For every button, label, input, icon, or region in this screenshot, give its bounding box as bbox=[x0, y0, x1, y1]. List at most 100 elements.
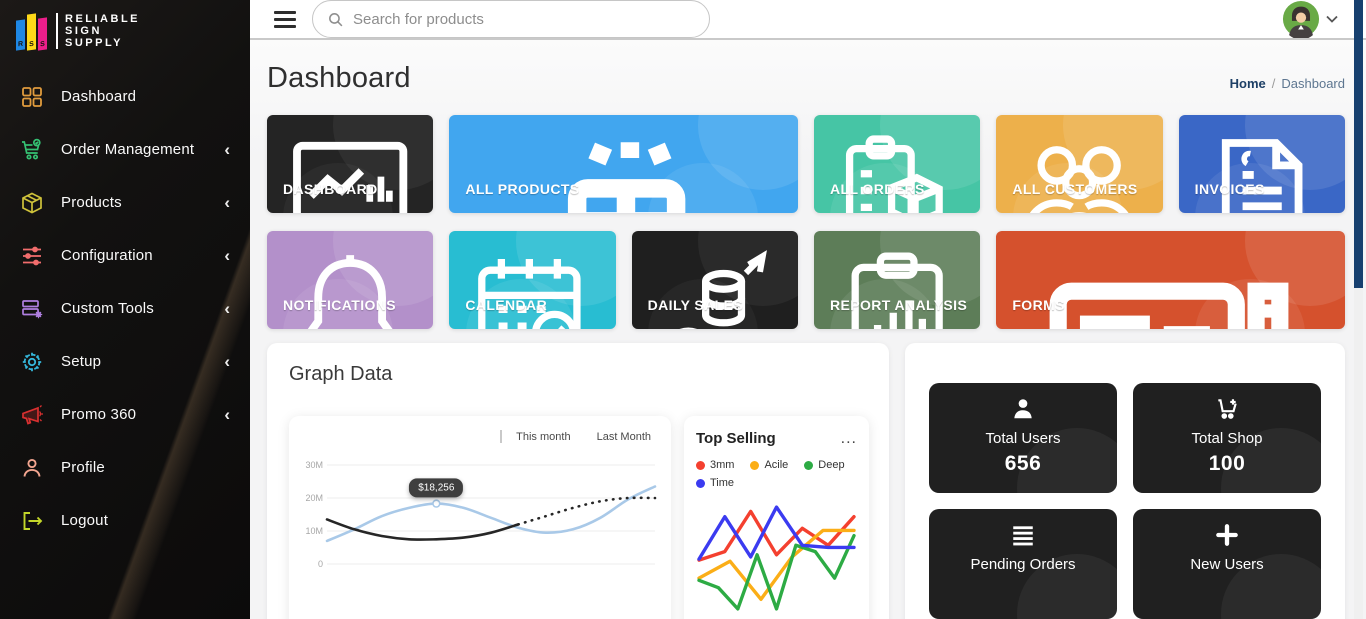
invoice-icon bbox=[1195, 129, 1329, 213]
tile-daily-sales[interactable]: DAILY SALES bbox=[631, 231, 798, 329]
page-content: Dashboard Home / Dashboard DASHBOARD ALL bbox=[250, 40, 1366, 619]
sidebar-item-products[interactable]: Products ‹ bbox=[0, 176, 250, 229]
user-menu[interactable] bbox=[1282, 0, 1338, 38]
user-icon bbox=[929, 396, 1117, 424]
sidebar-item-setup[interactable]: Setup ‹ bbox=[0, 335, 250, 388]
sidebar-item-label: Promo 360 bbox=[61, 406, 137, 423]
stat-total-shop[interactable]: Total Shop 100 bbox=[1133, 383, 1321, 493]
stats-grid: Total Users 656 Total Shop 100 bbox=[929, 383, 1321, 619]
tile-calendar[interactable]: CALENDAR bbox=[449, 231, 616, 329]
plus-icon bbox=[1133, 522, 1321, 550]
monitor-chart-icon bbox=[283, 129, 417, 213]
legend-this-month[interactable]: This month bbox=[516, 430, 571, 443]
logo-line: RELIABLE bbox=[65, 13, 140, 25]
top-selling-legend: 3mm Acile Deep Time bbox=[696, 459, 857, 489]
stat-label: Total Shop bbox=[1191, 430, 1263, 447]
logo-mark-icon: R S S bbox=[16, 12, 47, 51]
tile-report-analysis[interactable]: REPORT ANALYSIS bbox=[813, 231, 981, 329]
tile-notifications[interactable]: NOTIFICATIONS bbox=[267, 231, 434, 329]
y-tick: 10M bbox=[305, 526, 323, 536]
monthly-chart: 30M 20M 10M 0 $18,256 bbox=[299, 451, 659, 603]
search-input[interactable] bbox=[353, 10, 695, 28]
hamburger-menu-icon[interactable] bbox=[274, 10, 296, 28]
tile-dashboard[interactable]: DASHBOARD bbox=[267, 115, 434, 213]
sidebar-item-configuration[interactable]: Configuration ‹ bbox=[0, 229, 250, 282]
legend-separator bbox=[500, 430, 503, 443]
cart-plus-icon bbox=[1133, 396, 1321, 424]
report-clipboard-icon bbox=[830, 245, 964, 329]
sidebar-item-label: Dashboard bbox=[61, 88, 137, 105]
chevron-left-icon: ‹ bbox=[224, 246, 230, 265]
search-bar bbox=[312, 0, 710, 38]
cart-check-icon bbox=[20, 138, 44, 162]
chevron-left-icon: ‹ bbox=[224, 193, 230, 212]
scrollbar-thumb[interactable] bbox=[1354, 0, 1363, 288]
tile-all-products[interactable]: ALL PRODUCTS bbox=[449, 115, 798, 213]
graph-card-title: Graph Data bbox=[289, 363, 393, 385]
customers-icon bbox=[1012, 129, 1146, 213]
logo-text: RELIABLE SIGN SUPPLY bbox=[56, 13, 140, 49]
list-icon bbox=[929, 522, 1117, 550]
sidebar-item-promo-360[interactable]: Promo 360 ‹ bbox=[0, 388, 250, 441]
sidebar: R S S RELIABLE SIGN SUPPLY Dashboard bbox=[0, 0, 250, 619]
stat-new-users[interactable]: New Users bbox=[1133, 509, 1321, 619]
logo-bar: S bbox=[38, 17, 47, 51]
stat-value: 100 bbox=[1208, 452, 1246, 475]
legend-label: Time bbox=[710, 477, 735, 489]
tile-label: REPORT ANALYSIS bbox=[829, 297, 968, 313]
sidebar-item-custom-tools[interactable]: Custom Tools ‹ bbox=[0, 282, 250, 335]
legend-last-month[interactable]: Last Month bbox=[596, 430, 651, 443]
stat-label: New Users bbox=[1190, 556, 1264, 573]
sales-hand-icon bbox=[648, 245, 782, 329]
legend-dot bbox=[750, 460, 760, 470]
page-title: Dashboard bbox=[267, 62, 411, 94]
breadcrumb-home-link[interactable]: Home bbox=[1229, 76, 1266, 91]
calendar-icon bbox=[465, 245, 599, 329]
sidebar-item-logout[interactable]: Logout bbox=[0, 494, 250, 547]
graph-legend: This month Last Month bbox=[299, 430, 659, 443]
sidebar-item-label: Profile bbox=[61, 459, 105, 476]
breadcrumb-current: Dashboard bbox=[1281, 76, 1345, 91]
legend-item-deep[interactable]: Deep bbox=[804, 459, 845, 471]
person-icon bbox=[20, 456, 44, 480]
logo-bar: S bbox=[27, 13, 36, 51]
hand-box-icon bbox=[465, 129, 782, 213]
tile-invoices[interactable]: INVOICES bbox=[1178, 115, 1345, 213]
sidebar-item-profile[interactable]: Profile bbox=[0, 441, 250, 494]
tile-label: NOTIFICATIONS bbox=[283, 297, 397, 313]
top-selling-card: Top Selling ... 3mm Acile Deep Time bbox=[684, 416, 869, 619]
chevron-down-icon bbox=[1326, 15, 1338, 23]
logo-line: SIGN bbox=[65, 25, 102, 37]
stat-label: Total Users bbox=[985, 430, 1061, 447]
page-head: Dashboard Home / Dashboard bbox=[267, 62, 1345, 95]
tile-label: INVOICES bbox=[1194, 181, 1265, 197]
bell-icon bbox=[283, 245, 417, 329]
top-selling-chart bbox=[697, 505, 856, 611]
legend-label: Acile bbox=[764, 459, 789, 471]
tile-all-orders[interactable]: ALL ORDERS bbox=[813, 115, 981, 213]
sidebar-item-label: Custom Tools bbox=[61, 300, 154, 317]
sliders-icon bbox=[20, 244, 44, 268]
form-pen-icon bbox=[1012, 245, 1329, 329]
sidebar-item-order-management[interactable]: Order Management ‹ bbox=[0, 123, 250, 176]
stat-total-users[interactable]: Total Users 656 bbox=[929, 383, 1117, 493]
more-options-icon[interactable]: ... bbox=[840, 429, 857, 447]
chevron-left-icon: ‹ bbox=[224, 299, 230, 318]
tile-all-customers[interactable]: ALL CUSTOMERS bbox=[996, 115, 1163, 213]
y-tick: 30M bbox=[305, 460, 323, 470]
stat-label: Pending Orders bbox=[970, 556, 1076, 573]
sidebar-item-dashboard[interactable]: Dashboard bbox=[0, 70, 250, 123]
tile-label: ALL PRODUCTS bbox=[465, 181, 580, 197]
tile-label: ALL ORDERS bbox=[829, 181, 925, 197]
gear-icon bbox=[20, 350, 44, 374]
legend-item-time[interactable]: Time bbox=[696, 477, 734, 489]
stat-pending-orders[interactable]: Pending Orders bbox=[929, 509, 1117, 619]
shortcut-tiles: DASHBOARD ALL PRODUCTS ALL ORDERS bbox=[267, 115, 1345, 329]
avatar bbox=[1282, 0, 1320, 38]
app-logo[interactable]: R S S RELIABLE SIGN SUPPLY bbox=[0, 0, 250, 62]
monthly-graph-card: This month Last Month bbox=[289, 416, 671, 619]
tile-forms[interactable]: FORMS bbox=[996, 231, 1345, 329]
legend-item-3mm[interactable]: 3mm bbox=[696, 459, 734, 471]
legend-item-acile[interactable]: Acile bbox=[750, 459, 788, 471]
